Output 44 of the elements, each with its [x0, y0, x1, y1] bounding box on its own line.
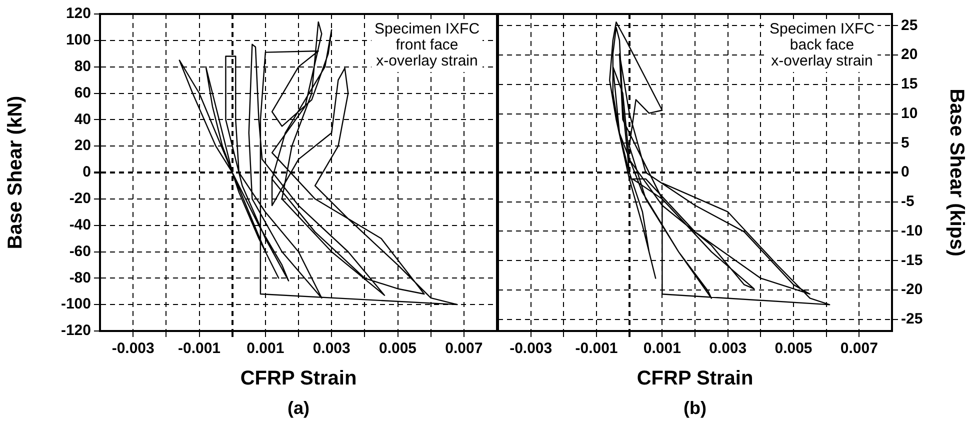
x-tick-label: 0.007 — [840, 340, 878, 358]
y-tick-label: 10 — [901, 104, 918, 122]
x-tick-label: 0.001 — [643, 340, 681, 358]
y-axis-title: Base Shear (kN) — [4, 96, 27, 250]
x-tick-label: 0.007 — [445, 340, 483, 358]
y-tick-label: -80 — [69, 269, 91, 286]
y-tick-label: 5 — [901, 134, 910, 152]
y-tick-label: 100 — [66, 32, 91, 49]
annotation: Specimen IXFC back face x-overlay strain — [769, 20, 875, 70]
x-axis-title: CFRP Strain — [240, 368, 357, 390]
x-tick-label: 0.005 — [378, 340, 417, 358]
y-tick-label: 0 — [901, 164, 910, 181]
y-tick-label: 15 — [901, 76, 918, 93]
y-tick-label: 40 — [74, 110, 91, 128]
y-tick-label: -10 — [901, 222, 923, 240]
y-tick-label: -60 — [69, 242, 91, 260]
y-tick-label: 60 — [74, 84, 91, 102]
x-tick-label: -0.001 — [178, 340, 221, 358]
text: (a) — [286, 398, 310, 419]
y-tick-label: 25 — [901, 16, 918, 34]
y-tick-label: -25 — [901, 310, 923, 328]
x-tick-label: 0.001 — [246, 340, 284, 358]
x-tick-label: -0.001 — [575, 340, 618, 358]
x-tick-label: 0.003 — [312, 340, 350, 358]
y-tick-label: -20 — [901, 281, 923, 298]
y-tick-label: -5 — [901, 193, 914, 210]
y-tick-label: 80 — [74, 58, 91, 75]
text: (b) — [682, 398, 708, 419]
y-tick-label: 120 — [66, 5, 91, 22]
y-tick-label: 20 — [74, 137, 91, 154]
x-tick-label: -0.003 — [510, 340, 552, 358]
y-tick-label: -40 — [69, 216, 91, 234]
x-tick-label: -0.003 — [112, 340, 154, 358]
y-tick-label: -100 — [60, 296, 91, 313]
y-tick-label: -120 — [60, 322, 91, 340]
x-axis-title: CFRP Strain — [636, 368, 754, 390]
y-tick-label: -20 — [69, 190, 91, 208]
x-tick-label: 0.003 — [709, 340, 747, 358]
x-tick-label: 0.005 — [774, 340, 812, 358]
y-axis-title: Base Shear (kips) — [945, 88, 968, 256]
annotation: Specimen IXFC front face x-overlay strain — [374, 20, 480, 70]
y-tick-label: 20 — [901, 46, 918, 64]
y-tick-label: -15 — [901, 252, 923, 269]
y-tick-label: 0 — [82, 164, 91, 181]
